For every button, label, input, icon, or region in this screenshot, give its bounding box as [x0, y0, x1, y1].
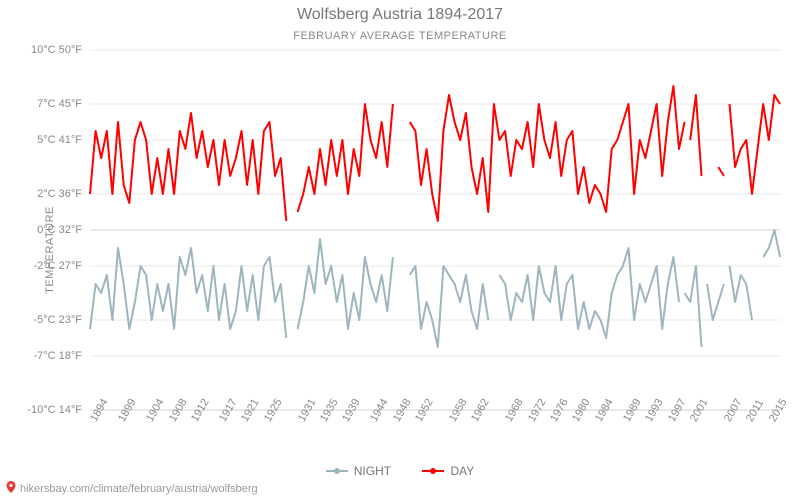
series-day	[90, 113, 286, 221]
series-night	[707, 284, 724, 320]
y-tick-label: 0°C 32°F	[12, 224, 82, 236]
y-tick-label: 10°C 50°F	[12, 44, 82, 56]
y-tick-label: -5°C 23°F	[12, 314, 82, 326]
y-axis-title: TEMPERATURE	[44, 206, 56, 294]
attribution-text: hikersbay.com/climate/february/austria/w…	[20, 483, 258, 495]
attribution: hikersbay.com/climate/february/austria/w…	[6, 481, 258, 496]
y-tick-label: -7°C 18°F	[12, 350, 82, 362]
series-day	[410, 86, 685, 221]
legend-item-day: DAY	[422, 464, 474, 478]
series-night	[685, 266, 702, 347]
y-tick-label: 2°C 36°F	[12, 188, 82, 200]
series-night	[410, 266, 489, 347]
series-day	[298, 104, 393, 212]
legend-swatch-night	[326, 470, 348, 472]
legend-label-night: NIGHT	[354, 464, 391, 478]
chart-subtitle: FEBRUARY AVERAGE TEMPERATURE	[0, 30, 800, 42]
chart-title: Wolfsberg Austria 1894-2017	[0, 6, 800, 24]
series-night	[763, 230, 780, 257]
series-night	[730, 266, 753, 320]
plot-area: 10°C 50°F7°C 45°F5°C 41°F2°C 36°F0°C 32°…	[90, 50, 780, 410]
legend-label-day: DAY	[450, 464, 474, 478]
series-day	[730, 95, 781, 194]
series-day	[718, 167, 724, 176]
series-day	[690, 95, 701, 176]
series-night	[298, 239, 393, 329]
series-night	[90, 248, 286, 338]
y-tick-label: -10°C 14°F	[12, 404, 82, 416]
y-tick-label: 7°C 45°F	[12, 98, 82, 110]
chart-svg	[90, 50, 780, 410]
legend: NIGHT DAY	[0, 461, 800, 478]
map-pin-icon	[6, 481, 16, 496]
series-night	[500, 248, 680, 338]
legend-item-night: NIGHT	[326, 464, 391, 478]
legend-swatch-day	[422, 470, 444, 472]
y-tick-label: -2°C 27°F	[12, 260, 82, 272]
y-tick-label: 5°C 41°F	[12, 134, 82, 146]
temperature-chart: Wolfsberg Austria 1894-2017 FEBRUARY AVE…	[0, 0, 800, 500]
